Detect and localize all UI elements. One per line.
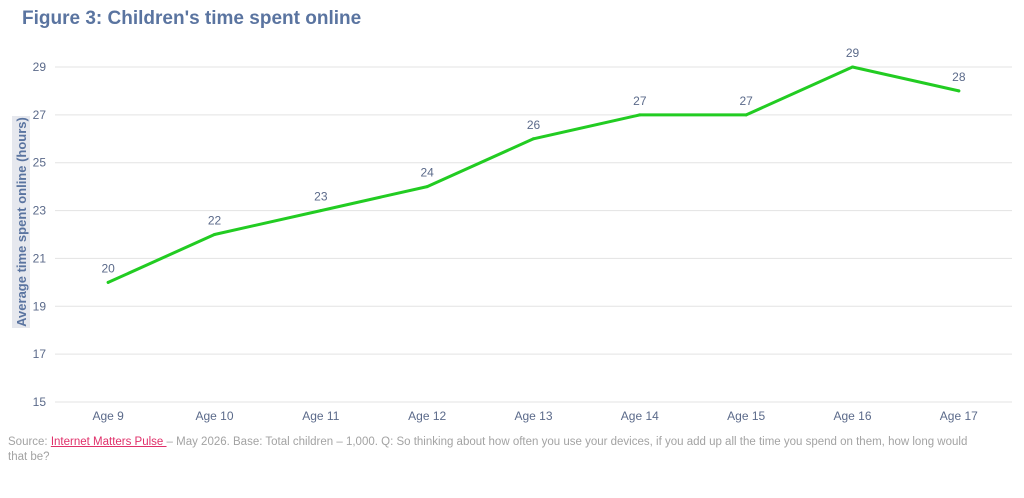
data-label: 27 — [739, 94, 753, 108]
y-tick-label: 19 — [33, 299, 47, 313]
data-labels: 20 22 23 24 26 27 27 29 28 — [101, 46, 965, 275]
y-tick-label: 21 — [33, 251, 47, 265]
y-tick-label: 25 — [33, 156, 47, 170]
y-tick-label: 23 — [33, 204, 47, 218]
y-tick-label: 27 — [33, 108, 47, 122]
source-prefix: Source: — [8, 436, 51, 448]
x-axis-ticks: Age 9 Age 10 Age 11 Age 12 Age 13 Age 14 Age 1… — [92, 409, 978, 423]
source-link[interactable]: Internet Matters Pulse — [50, 436, 167, 448]
x-tick-label: Age 11 — [302, 409, 339, 423]
chart-title: Figure 3: Children's time spent online — [22, 8, 362, 29]
series-line — [106, 65, 961, 284]
data-point — [851, 65, 854, 69]
y-axis-label-group: Average time spent online (hours) — [12, 116, 30, 328]
source-note: Source: Internet Matters Pulse – May 202… — [8, 435, 968, 465]
data-label: 23 — [314, 190, 328, 204]
data-point — [319, 209, 323, 213]
data-point — [425, 185, 429, 189]
data-label: 22 — [208, 214, 222, 228]
y-tick-label: 17 — [33, 347, 47, 361]
data-point — [532, 137, 535, 141]
x-tick-label: Age 15 — [727, 409, 765, 423]
data-label: 28 — [952, 70, 966, 84]
data-point — [957, 89, 961, 93]
data-label: 20 — [101, 261, 115, 275]
y-tick-label: 15 — [33, 395, 47, 409]
source-text: – May 2026. Base: Total children – 1,000… — [8, 436, 968, 463]
y-axis-label: Average time spent online (hours) — [14, 117, 29, 327]
y-tick-label: 29 — [33, 60, 47, 74]
data-label: 24 — [420, 166, 434, 180]
x-tick-label: Age 14 — [621, 409, 659, 423]
x-tick-label: Age 9 — [92, 409, 124, 423]
data-label: 29 — [846, 46, 860, 60]
series-group — [106, 65, 961, 284]
x-tick-label: Age 16 — [833, 409, 871, 423]
grid — [55, 66, 1012, 403]
line-chart: 15 17 19 21 23 25 27 29 Age 9 Age 10 Age 11 Age 12… — [12, 46, 1012, 423]
y-axis-ticks: 15 17 19 21 23 25 27 29 — [33, 60, 47, 409]
y-axis-label-background — [12, 116, 30, 328]
data-point — [106, 280, 110, 284]
x-tick-label: Age 12 — [408, 409, 446, 423]
x-tick-label: Age 10 — [195, 409, 233, 423]
x-tick-label: Age 17 — [940, 409, 978, 423]
data-point — [638, 113, 642, 117]
x-tick-label: Age 13 — [514, 409, 552, 423]
data-point — [213, 233, 216, 236]
data-point — [744, 113, 748, 117]
data-label: 26 — [527, 118, 541, 132]
data-label: 27 — [633, 94, 647, 108]
